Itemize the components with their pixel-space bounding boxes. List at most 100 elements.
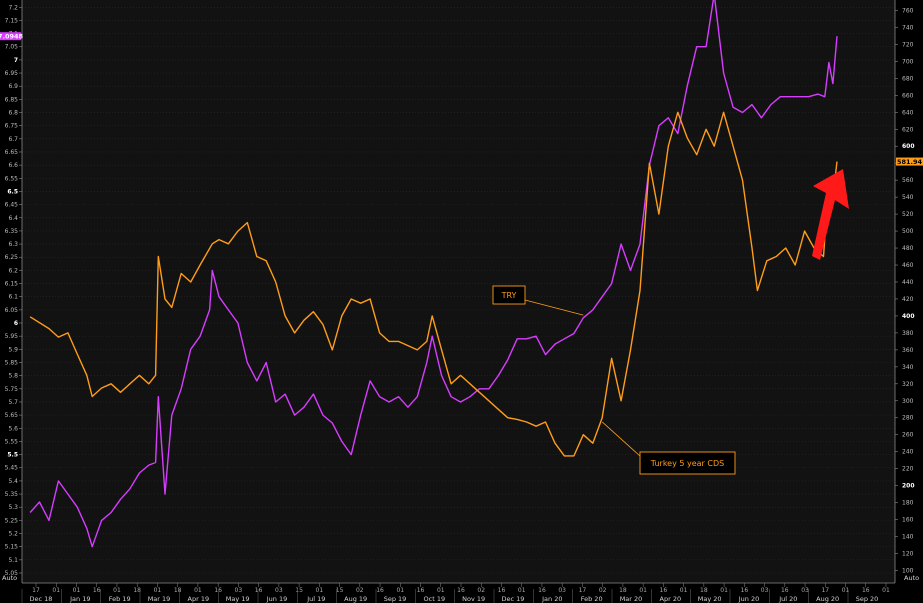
- x-minor-tick-label: 01: [154, 587, 162, 594]
- x-minor-tick-label: 15: [295, 587, 303, 594]
- right-tick-label: 700: [902, 58, 914, 65]
- right-tick-label: 120: [902, 550, 914, 557]
- right-tick-label: 100: [902, 567, 914, 574]
- left-tick-label: 6.4: [8, 215, 18, 222]
- right-tick-label: 180: [902, 500, 914, 507]
- left-tick-label: 5.4: [8, 478, 18, 485]
- left-tick-label: 7: [14, 57, 18, 64]
- right-tick-label: 340: [902, 364, 914, 371]
- x-month-label: Apr 19: [188, 595, 210, 603]
- left-tick-label: 5.9: [8, 346, 18, 353]
- x-minor-tick-label: 02: [599, 587, 607, 594]
- x-month-label: Aug 20: [816, 595, 839, 603]
- x-minor-tick-label: 03: [761, 587, 769, 594]
- callout-leader-try: [524, 299, 584, 316]
- callout-label-turkey-5-year-cds: Turkey 5 year CDS: [650, 459, 724, 468]
- left-tick-label: 5.75: [5, 386, 19, 393]
- x-minor-tick-label: 03: [275, 587, 283, 594]
- left-tick-label: 5.55: [5, 438, 19, 445]
- right-tick-label: 220: [902, 466, 914, 473]
- x-minor-tick-label: 03: [558, 587, 566, 594]
- right-tick-label: 280: [902, 415, 914, 422]
- x-month-label: Sep 20: [856, 595, 879, 603]
- x-minor-tick-label: 01: [680, 587, 688, 594]
- left-tick-label: 5.05: [5, 570, 19, 577]
- x-minor-tick-label: 01: [882, 587, 890, 594]
- plot-area: [22, 0, 895, 583]
- left-tick-label: 6.9: [8, 83, 18, 90]
- x-minor-tick-label: 16: [781, 587, 789, 594]
- right-tick-label: 140: [902, 534, 914, 541]
- x-minor-tick-label: 16: [862, 587, 870, 594]
- left-tick-label: 5.65: [5, 412, 19, 419]
- series-line-turkey-5-year-cds: [29, 111, 838, 457]
- right-tick-label: 680: [902, 75, 914, 82]
- right-tick-label: 200: [902, 483, 915, 490]
- right-tick-label: 260: [902, 432, 914, 439]
- x-minor-tick-label: 01: [73, 587, 81, 594]
- left-tick-label: 5.45: [5, 465, 19, 472]
- x-month-label: Dec 19: [502, 595, 525, 603]
- current-value-label-try: 7.0948: [0, 33, 24, 41]
- current-value-label-turkey-5-year-cds: 581.94: [897, 158, 923, 166]
- left-tick-label: 5.2: [8, 531, 18, 538]
- x-minor-tick-label: 16: [376, 587, 384, 594]
- x-minor-tick-label: 02: [356, 587, 364, 594]
- right-tick-label: 420: [902, 296, 914, 303]
- right-tick-label: 500: [902, 228, 914, 235]
- x-month-label: Jul 20: [778, 595, 797, 603]
- x-month-label: Mar 19: [148, 595, 171, 603]
- right-tick-label: 620: [902, 126, 914, 133]
- x-minor-tick-label: 01: [52, 587, 60, 594]
- current-value-tag-try: [0, 32, 21, 41]
- x-month-label: Apr 20: [660, 595, 682, 603]
- x-month-label: Jun 19: [266, 595, 288, 603]
- x-minor-tick-label: 03: [801, 587, 809, 594]
- x-minor-tick-label: 16: [255, 587, 263, 594]
- right-tick-label: 400: [902, 313, 915, 320]
- auto-label-right[interactable]: Auto: [904, 574, 919, 582]
- left-tick-label: 5.1: [8, 557, 18, 564]
- left-tick-label: 5.15: [5, 544, 19, 551]
- left-tick-label: 7.2: [8, 4, 18, 11]
- left-tick-label: 6.3: [8, 241, 18, 248]
- callout-box-turkey-5-year-cds: [639, 451, 736, 475]
- x-minor-tick-label: 16: [498, 587, 506, 594]
- x-month-label: Nov 19: [462, 595, 485, 603]
- right-tick-label: 240: [902, 449, 914, 456]
- right-tick-label: 640: [902, 109, 914, 116]
- x-minor-tick-label: 01: [316, 587, 324, 594]
- x-minor-tick-label: 01: [518, 587, 526, 594]
- left-tick-label: 6.45: [5, 202, 19, 209]
- x-month-label: Sep 19: [384, 595, 407, 603]
- left-tick-label: 6: [14, 320, 18, 327]
- right-tick-label: 320: [902, 381, 914, 388]
- x-minor-tick-label: 01: [113, 587, 121, 594]
- right-tick-label: 660: [902, 92, 914, 99]
- x-minor-tick-label: 17: [821, 587, 829, 594]
- left-tick-label: 6.85: [5, 96, 19, 103]
- left-tick-label: 5.5: [7, 452, 18, 459]
- right-tick-label: 540: [902, 194, 914, 201]
- x-month-label: Jul 19: [306, 595, 325, 603]
- left-tick-label: 6.7: [8, 136, 18, 143]
- x-minor-tick-label: 03: [235, 587, 243, 594]
- left-tick-label: 7.15: [5, 17, 19, 24]
- left-tick-label: 5.35: [5, 491, 19, 498]
- auto-label-left[interactable]: Auto: [2, 574, 17, 582]
- x-month-label: Feb 20: [581, 595, 603, 603]
- x-minor-tick-label: 18: [700, 587, 708, 594]
- x-minor-tick-label: 18: [174, 587, 182, 594]
- left-tick-label: 6.6: [8, 162, 18, 169]
- x-minor-tick-label: 01: [437, 587, 445, 594]
- callout-leader-turkey-5-year-cds: [601, 421, 641, 457]
- x-month-label: Jan 19: [69, 595, 90, 603]
- right-tick-label: 760: [902, 7, 914, 14]
- x-minor-tick-label: 01: [639, 587, 647, 594]
- x-month-label: Dec 18: [30, 595, 53, 603]
- x-minor-tick-label: 18: [619, 587, 627, 594]
- x-minor-tick-label: 16: [93, 587, 101, 594]
- x-minor-tick-label: 16: [457, 587, 465, 594]
- right-tick-label: 160: [902, 517, 914, 524]
- callout-box-try: [492, 285, 526, 305]
